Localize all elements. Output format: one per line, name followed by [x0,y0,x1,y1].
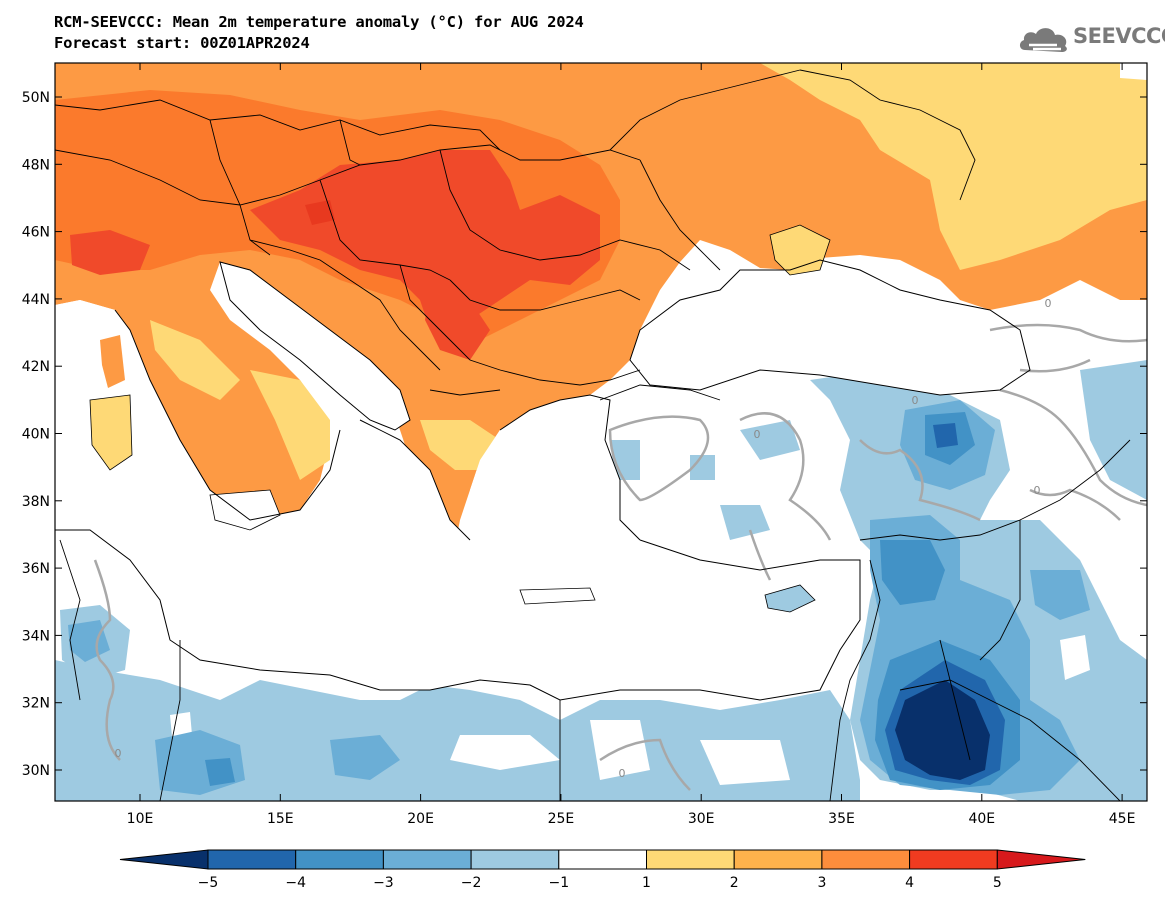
colorbar-min-arrow [119,849,209,870]
cloud-icon [1019,28,1067,52]
colorbar-segment [733,849,823,870]
colorbar-segment [646,849,735,870]
colorbar-segment [382,849,472,870]
contour-labels: 0 0 0 0 0 0 [115,297,1052,780]
lat-label: 40N [22,427,50,443]
lon-label: 45E [1109,811,1136,827]
corsica [100,335,125,388]
title-line-2: Forecast start: 00Z01APR2024 [54,34,310,52]
logo-text: SEEVCCC [1073,24,1165,48]
lat-label: 50N [22,90,50,106]
contour-zero-label: 0 [115,747,122,760]
colorbar: −5 −4 −3 −2 −1 1 2 3 4 5 [119,849,1086,891]
lat-label: 42N [22,359,50,375]
zero-contours [93,323,1147,791]
caspian-edge [1120,63,1147,80]
colorbar-label: −2 [461,875,482,891]
colorbar-max-arrow [996,849,1086,870]
sardinia [89,394,133,471]
crimea [769,224,831,276]
country-borders [55,69,1131,801]
contour-zero-label: 0 [912,394,919,407]
colorbar-label: −1 [548,875,569,891]
colorbar-label: 3 [817,875,826,891]
lon-label: 15E [267,811,294,827]
map-fields [55,63,1147,801]
colorbar-label: −4 [285,875,306,891]
contour-zero-label: 0 [1034,484,1041,497]
contour-zero-label: 0 [619,767,626,780]
pannonian-red-core [250,150,600,340]
seas [55,63,1147,700]
lon-label: 40E [968,811,995,827]
colorbar-label: −3 [373,875,394,891]
title-line-1: RCM-SEEVCCC: Mean 2m temperature anomaly… [54,13,584,31]
lon-label: 35E [828,811,855,827]
contour-zero-label: 0 [754,428,761,441]
lon-label: 10E [127,811,154,827]
colorbar-segment [821,849,911,870]
colorbar-segment [558,849,647,870]
lat-label: 32N [22,696,50,712]
black-sea [630,260,1030,395]
lat-label: 38N [22,494,50,510]
sicily [209,489,281,531]
latitude-axis: 50N 48N 46N 44N 42N 40N 38N 36N 34N 32N 30N [22,90,1147,779]
map-title: RCM-SEEVCCC: Mean 2m temperature anomaly… [54,12,584,54]
colorbar-label: −5 [198,875,219,891]
coastlines [55,259,1031,701]
colorbar-segment [909,849,998,870]
lon-label: 20E [407,811,434,827]
seevccc-logo: SEEVCCC [1017,22,1165,56]
colorbar-label: 1 [642,875,651,891]
lat-label: 30N [22,763,50,779]
colorbar-segment [295,849,384,870]
longitude-axis: 10E 15E 20E 25E 30E 35E 40E 45E [127,63,1136,827]
lon-label: 30E [688,811,715,827]
lat-label: 48N [22,157,50,173]
colorbar-label: 2 [730,875,739,891]
colorbar-segment [207,849,297,870]
colorbar-segment [470,849,560,870]
lat-label: 44N [22,292,50,308]
lat-label: 34N [22,628,50,644]
adriatic-sea [220,262,410,430]
cyprus [764,584,816,613]
lat-label: 46N [22,225,50,241]
colorbar-label: 5 [993,875,1002,891]
lon-label: 25E [548,811,575,827]
contour-zero-label: 0 [1045,297,1052,310]
cool-anomaly-patches [55,360,1147,801]
tyrrhenian-ionian-sea [55,300,860,700]
colorbar-label: 4 [905,875,914,891]
aegean-sea [470,395,640,560]
lat-label: 36N [22,561,50,577]
map-frame [54,62,1148,802]
crete [519,587,596,605]
